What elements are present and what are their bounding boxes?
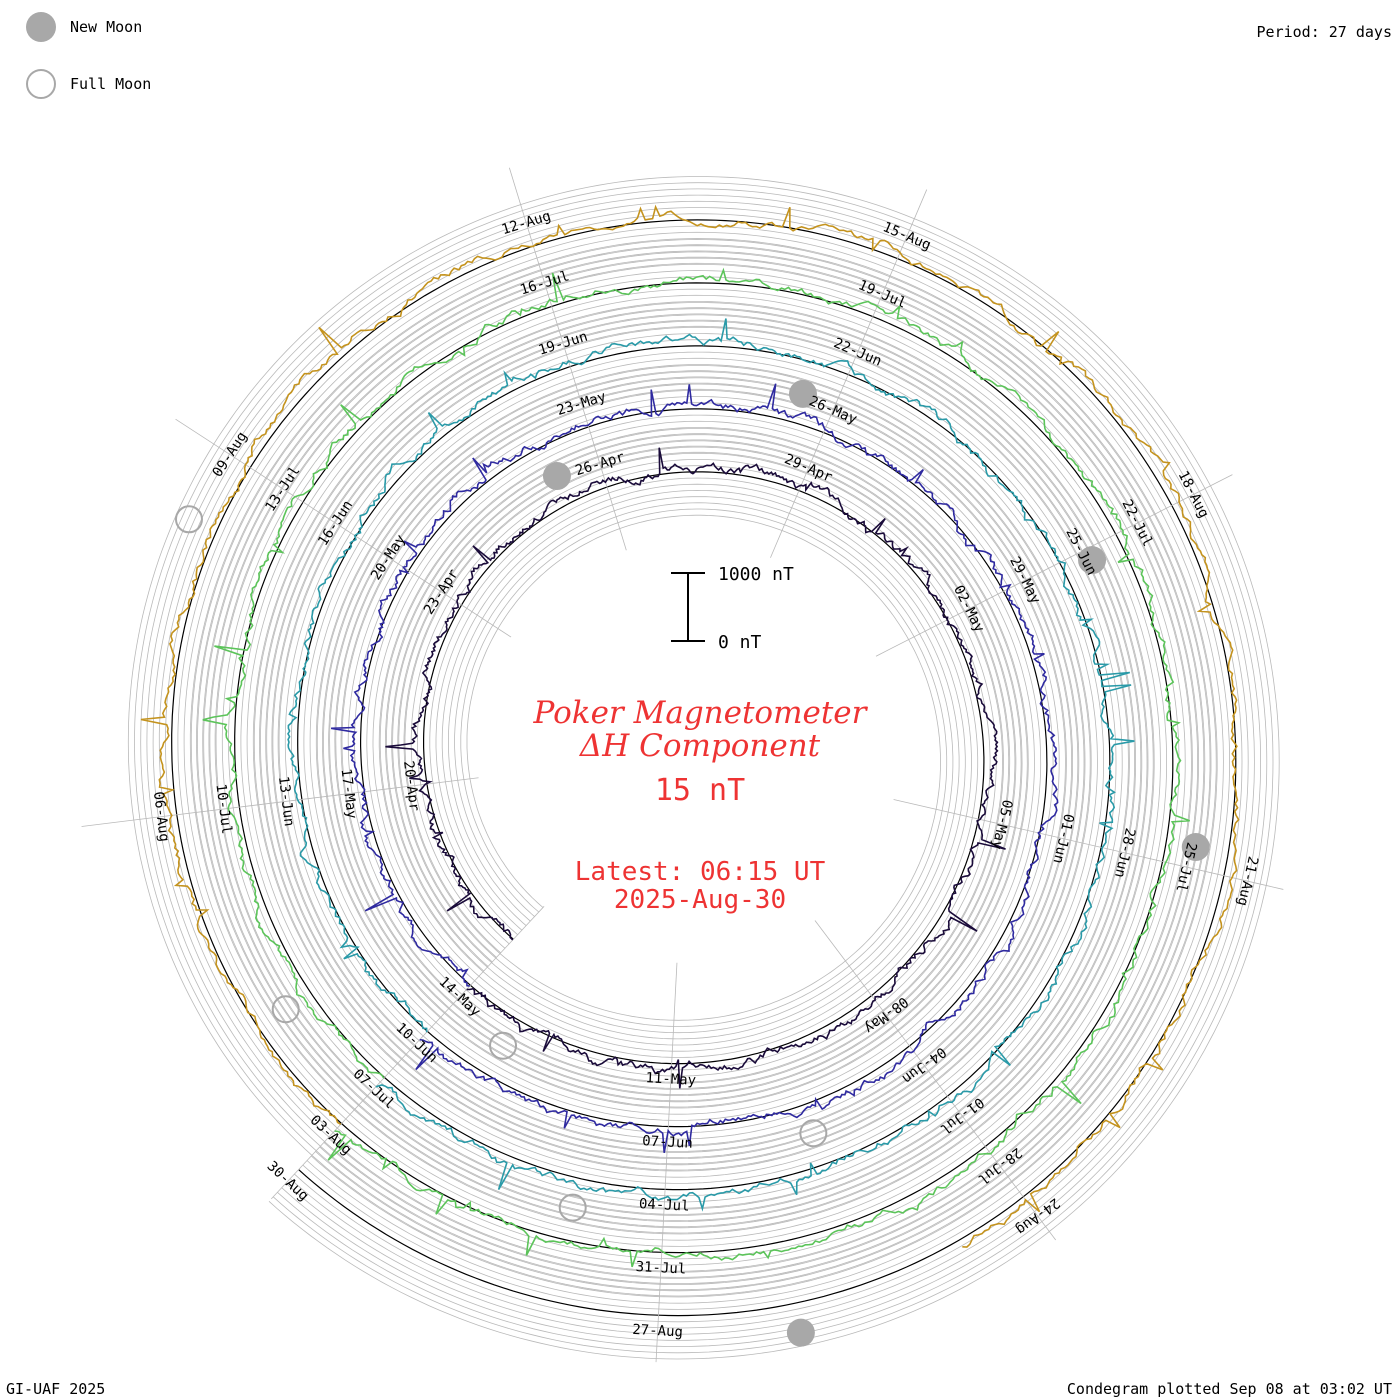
date-tick-label: 23-Apr (421, 566, 462, 617)
radial-spoke (81, 777, 479, 827)
radial-spoke (893, 799, 1284, 890)
radial-spoke (175, 418, 512, 638)
radial-spoke (508, 167, 627, 551)
date-tick-label: 06-Aug (150, 791, 172, 843)
radial-spoke (875, 474, 1233, 657)
footer-credit: GI-UAF 2025 (6, 1380, 106, 1398)
chart-title: Poker Magnetometer (533, 695, 867, 731)
date-tick-label: 16-Jun (315, 498, 356, 549)
date-tick-label: 30-Aug (264, 1158, 312, 1204)
trace-layer (140, 204, 1240, 1268)
grid-spiral (127, 176, 1280, 1360)
radial-spoke (271, 906, 545, 1200)
date-tick-label: 14-May (436, 974, 484, 1020)
grid-spiral (202, 250, 1206, 1286)
trace-5 (140, 204, 1240, 1248)
trace-1 (385, 447, 1006, 1089)
new-moon-marker (1078, 546, 1107, 575)
trace-4 (202, 267, 1190, 1268)
date-tick-label: 20-Apr (400, 760, 422, 812)
date-tick-label: 27-Aug (632, 1322, 683, 1341)
grid-spiral (152, 200, 1255, 1335)
date-tick-label: 10-Jul (212, 783, 234, 835)
grid-spiral (134, 182, 1274, 1354)
new-moon-marker (1181, 833, 1210, 862)
full-moon-marker (174, 505, 203, 534)
grid-spiral (158, 207, 1249, 1329)
chart-subtitle: ΔH Component (579, 728, 821, 764)
date-tick-label: 09-Aug (210, 429, 251, 480)
scale-bar: 1000 nT 0 nT (671, 564, 794, 653)
trace-3 (287, 318, 1135, 1212)
new-moon-marker (788, 379, 817, 408)
legend-full-moon-label: Full Moon (70, 75, 152, 93)
date-tick-label: 17-May (338, 768, 360, 820)
grid-spiral (189, 238, 1218, 1298)
grid-spiral (140, 188, 1268, 1348)
grid-spiral (146, 194, 1262, 1341)
latest-date: 2025-Aug-30 (613, 885, 787, 915)
legend-new-moon-label: New Moon (70, 18, 143, 36)
legend-new-moon: New Moon (26, 12, 142, 42)
scale-bar-bottom-label: 0 nT (718, 632, 762, 653)
full-moon-marker (489, 1031, 518, 1060)
date-tick-label: 04-Jul (639, 1196, 690, 1215)
grid-spiral (214, 262, 1193, 1273)
spoke-layer (81, 167, 1284, 1363)
full-moon-marker (271, 995, 300, 1024)
moon-layer (174, 379, 1210, 1347)
full-moon-marker (799, 1119, 828, 1148)
latest-time: Latest: 06:15 UT (574, 857, 826, 887)
new-moon-icon (26, 12, 56, 42)
grid-spiral (208, 256, 1199, 1279)
date-tick-label: 03-Aug (307, 1112, 355, 1158)
grid-spiral (196, 244, 1212, 1292)
new-moon-marker (786, 1318, 815, 1347)
date-tick-label: 12-Aug (500, 208, 553, 238)
legend-full-moon: Full Moon (26, 69, 151, 99)
radial-spoke (770, 189, 928, 558)
date-tick-label: 20-May (368, 532, 409, 583)
trace-2 (330, 383, 1059, 1153)
date-tick-label: 13-Jul (262, 463, 303, 514)
date-tick-label: 10-Jun (393, 1020, 441, 1066)
date-tick-label: 23-May (555, 389, 608, 419)
date-tick-label: 13-Jun (275, 775, 297, 827)
period-label: Period: 27 days (1256, 23, 1392, 41)
date-tick-label: 26-Apr (574, 449, 627, 479)
grid-spiral (165, 213, 1243, 1323)
grid-spiral (183, 231, 1224, 1304)
date-tick-label: 31-Jul (635, 1259, 686, 1278)
grid-spiral (177, 225, 1231, 1310)
date-tick-label: 19-Jun (537, 329, 590, 359)
footer-plotted: Condegram plotted Sep 08 at 03:02 UT (1066, 1380, 1392, 1398)
full-moon-marker (558, 1193, 587, 1222)
new-moon-marker (542, 462, 571, 491)
date-tick-label: 16-Jul (518, 268, 571, 298)
date-tick-label: 07-Jun (642, 1133, 693, 1152)
radial-spoke (655, 962, 678, 1363)
resolution-label: 15 nT (654, 773, 746, 808)
date-tick-label: 11-May (645, 1070, 696, 1089)
full-moon-icon (26, 69, 56, 99)
radial-spoke (814, 920, 1057, 1241)
grid-layer (127, 176, 1280, 1360)
scale-bar-top-label: 1000 nT (718, 564, 794, 585)
